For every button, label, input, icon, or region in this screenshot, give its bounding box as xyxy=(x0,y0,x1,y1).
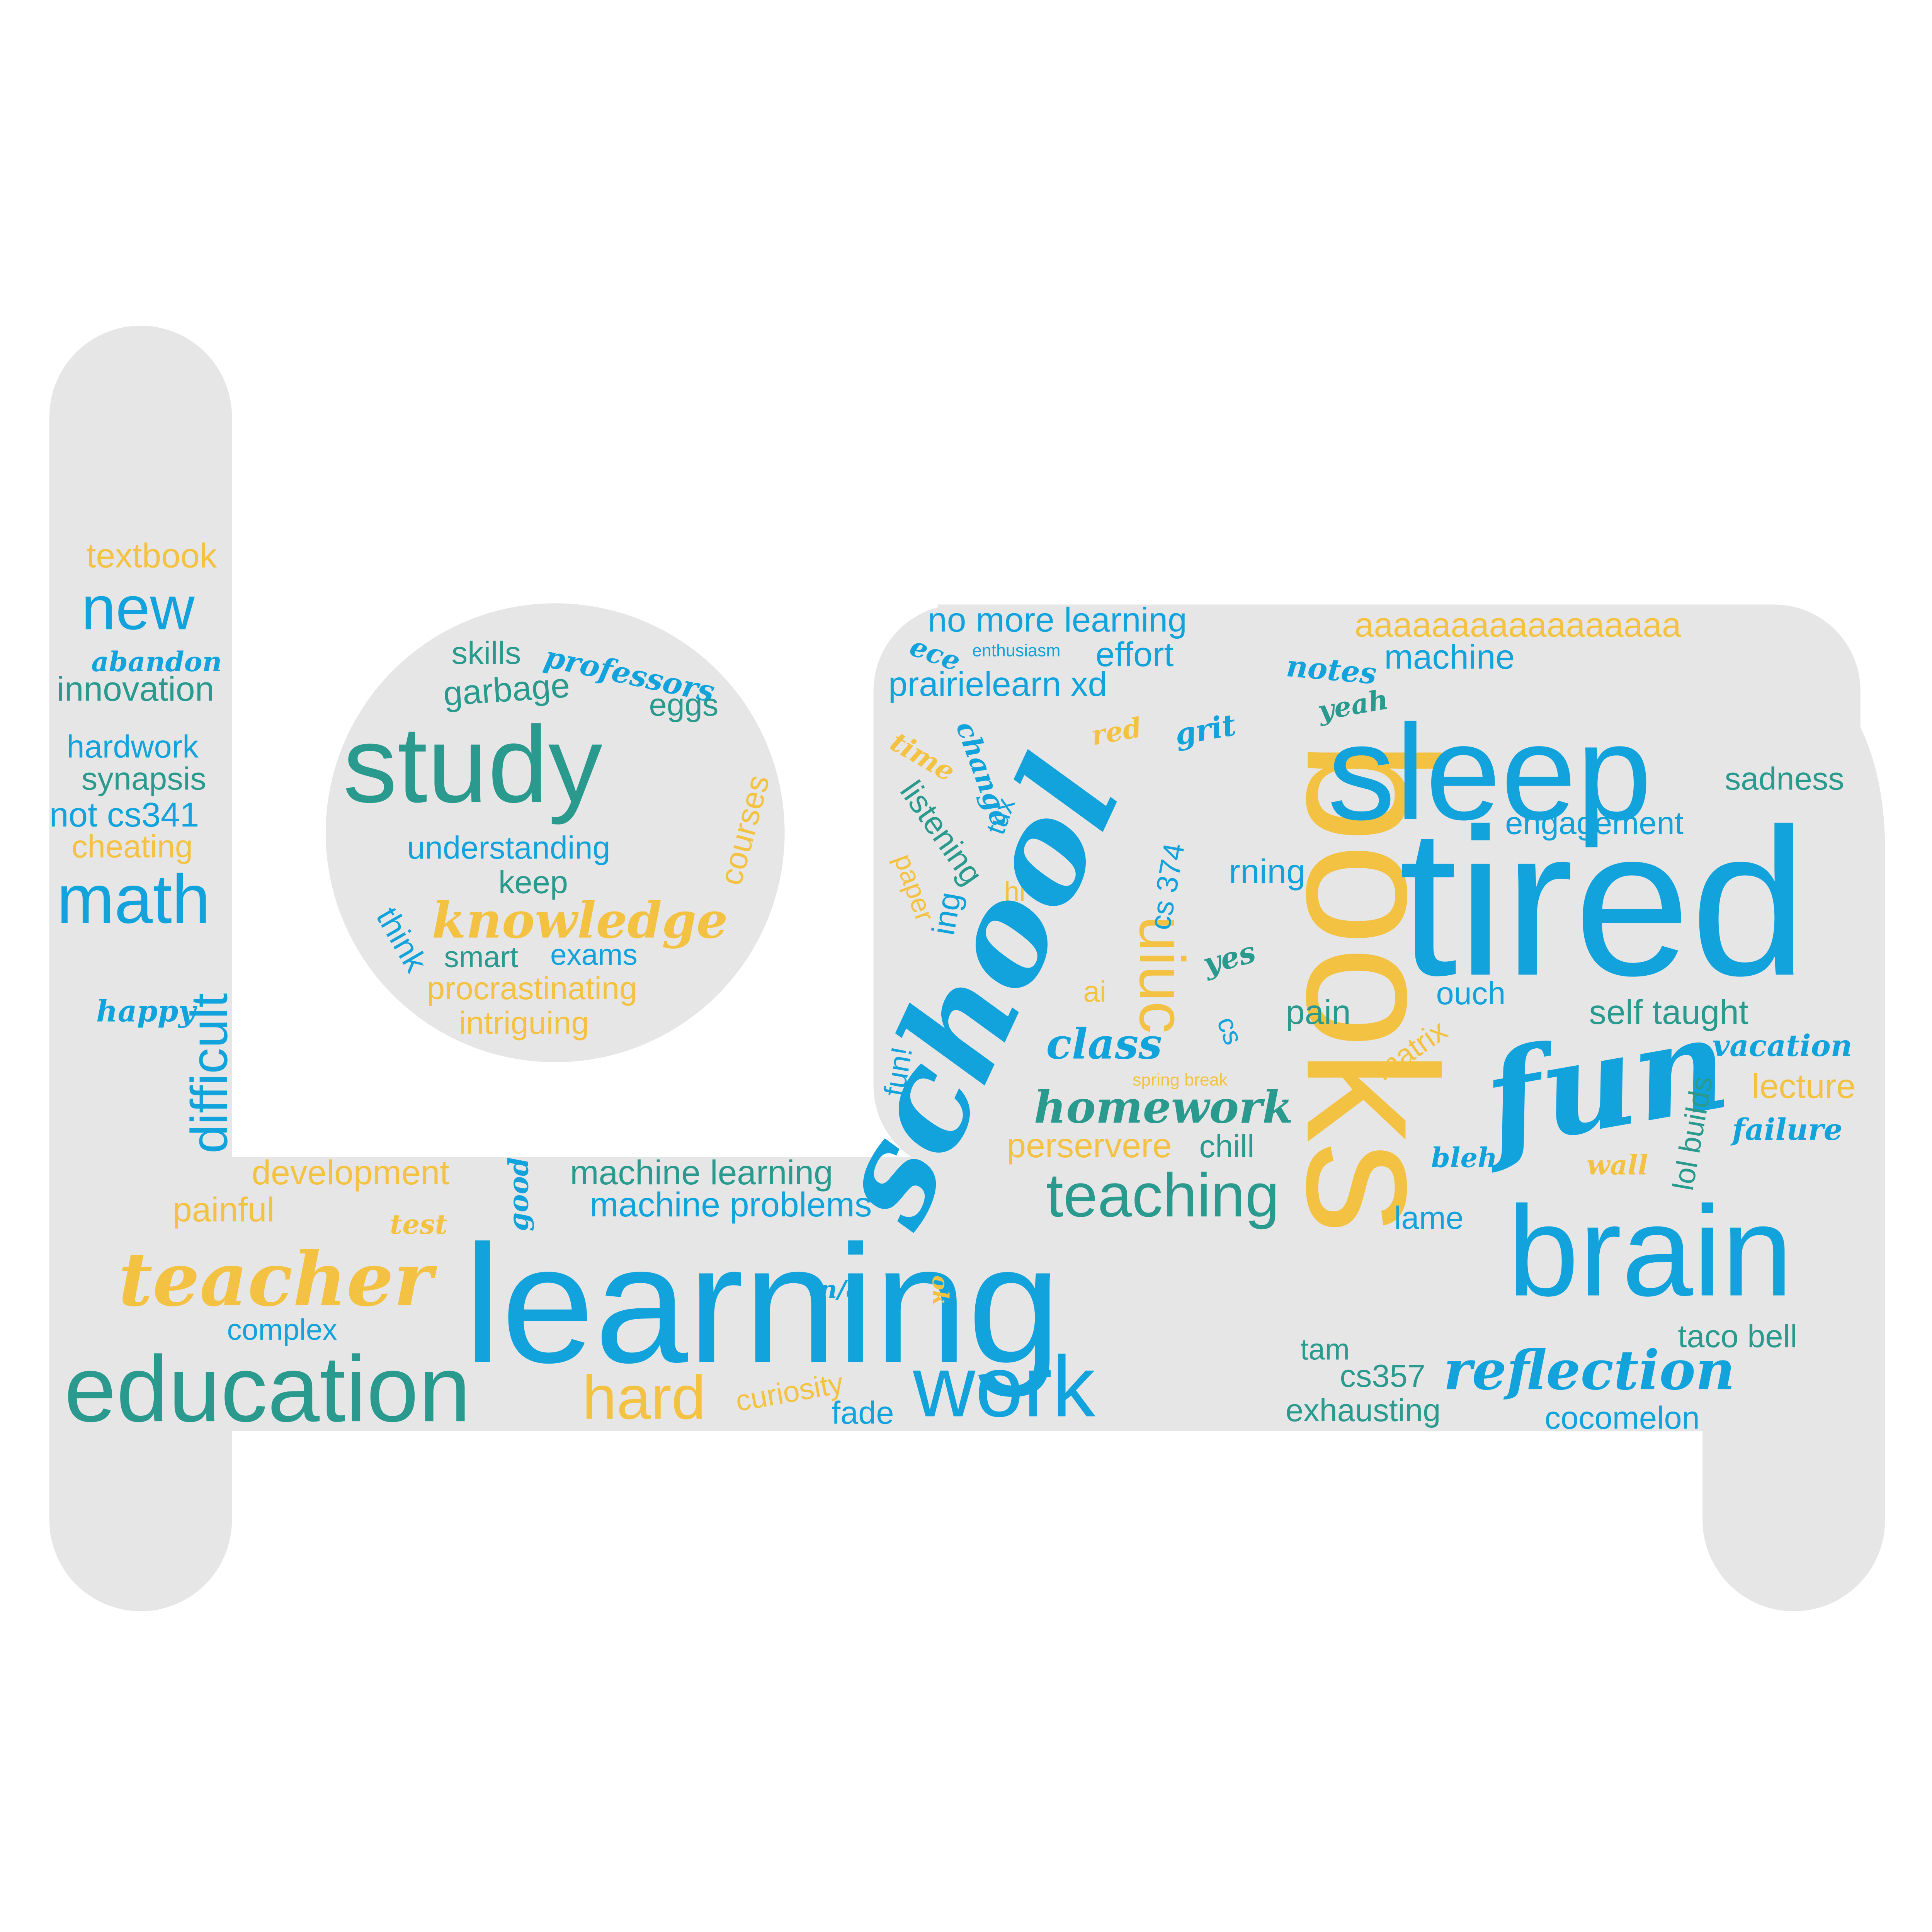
word-ing: ing xyxy=(925,889,968,938)
word-garbage: garbage xyxy=(442,666,571,713)
word-skills: skills xyxy=(452,635,521,671)
word-bleh: bleh xyxy=(1431,1141,1498,1173)
word-smart: smart xyxy=(444,941,518,974)
word-education: education xyxy=(64,1337,471,1441)
word-aaaa: aaaaaaaaaaaaaaaaa xyxy=(1355,605,1681,644)
word-complex: complex xyxy=(227,1313,337,1346)
word-engagement: engagement xyxy=(1505,805,1683,841)
word-teacher: teacher xyxy=(119,1236,437,1323)
word-ouch: ouch xyxy=(1436,975,1505,1011)
word-enthusiasm: enthusiasm xyxy=(972,641,1061,660)
word-prairielearn-xd: prairielearn xd xyxy=(888,665,1107,703)
bed-mattress-top-edge xyxy=(873,604,1861,1172)
word-cs357: cs357 xyxy=(1340,1358,1425,1394)
word-perservere: perservere xyxy=(1007,1126,1172,1165)
word-exams: exams xyxy=(550,939,638,971)
word-fade: fade xyxy=(832,1395,894,1431)
word-test: test xyxy=(390,1208,447,1240)
word-wall: wall xyxy=(1587,1149,1648,1181)
word-effort: effort xyxy=(1095,635,1173,673)
word-failure: failure xyxy=(1730,1112,1843,1147)
word-na: n/a xyxy=(819,1275,862,1304)
word-not-cs341: not cs341 xyxy=(49,795,199,834)
word-teaching: teaching xyxy=(1046,1160,1280,1230)
word-sleep: sleep xyxy=(1328,697,1652,849)
word-painful: painful xyxy=(173,1190,274,1229)
word-study: study xyxy=(343,704,603,825)
word-sadness: sadness xyxy=(1725,760,1844,796)
word-keep: keep xyxy=(498,864,568,900)
word-rning: rning xyxy=(1229,852,1306,891)
word-pain: pain xyxy=(1286,993,1351,1031)
word-cocomelon: cocomelon xyxy=(1544,1400,1699,1435)
word-ai: ai xyxy=(1083,976,1106,1009)
word-machine-problems: machine problems xyxy=(590,1185,872,1224)
word-homework: homework xyxy=(1034,1081,1293,1133)
word-brain: brain xyxy=(1508,1179,1793,1323)
word-difficult: difficult xyxy=(180,993,238,1153)
word-lecture: lecture xyxy=(1752,1067,1855,1105)
word-learning: learning xyxy=(464,1211,1061,1399)
word-books: books xyxy=(1268,740,1475,1234)
word-intriguing: intriguing xyxy=(459,1005,589,1041)
word-notes: notes xyxy=(1285,649,1378,691)
word-hard: hard xyxy=(582,1363,706,1432)
word-chill: chill xyxy=(1199,1128,1254,1164)
word-synapsis: synapsis xyxy=(82,760,206,796)
word-innovation: innovation xyxy=(57,670,214,708)
word-machine-learning: machine learning xyxy=(570,1153,833,1192)
word-abandon: abandon xyxy=(91,646,222,678)
word-spring-break: spring break xyxy=(1133,1071,1228,1090)
word-no-more-learning: no more learning xyxy=(928,600,1187,639)
word-exhausting: exhausting xyxy=(1286,1392,1440,1428)
word-list: textbooknewabandoninnovationhardworksyna… xyxy=(49,536,1855,1441)
word-math: math xyxy=(57,860,210,937)
word-procrastinating: procrastinating xyxy=(427,970,637,1006)
word-reflection: reflection xyxy=(1444,1338,1735,1402)
word-machine: machine xyxy=(1384,638,1515,676)
word-knowledge: knowledge xyxy=(432,892,728,950)
word-eggs: eggs xyxy=(649,687,718,723)
word-textbook: textbook xyxy=(86,536,217,575)
word-happy: happy xyxy=(96,994,197,1029)
word-work: work xyxy=(913,1338,1096,1435)
word-vacation: vacation xyxy=(1713,1029,1852,1063)
word-lame: lame xyxy=(1394,1200,1464,1236)
word-understanding: understanding xyxy=(407,830,611,866)
word-self-taught: self taught xyxy=(1589,993,1748,1031)
word-class: class xyxy=(1046,1019,1162,1068)
word-tam: tam xyxy=(1300,1333,1350,1366)
word-taco-bell: taco bell xyxy=(1678,1318,1797,1354)
bed-silhouette xyxy=(49,325,1885,1611)
bed-pillow-head xyxy=(325,603,785,1063)
word-uiuc: uiuc xyxy=(1126,916,1197,1034)
word-cheating: cheating xyxy=(71,828,193,864)
word-development: development xyxy=(252,1153,449,1192)
word-new: new xyxy=(82,573,195,642)
word-tired: tired xyxy=(1399,785,1807,1019)
word-hi: hi xyxy=(1004,876,1026,906)
word-ok: ok xyxy=(927,1276,954,1306)
word-hardwork: hardwork xyxy=(66,728,199,764)
word-good: good xyxy=(503,1157,535,1231)
